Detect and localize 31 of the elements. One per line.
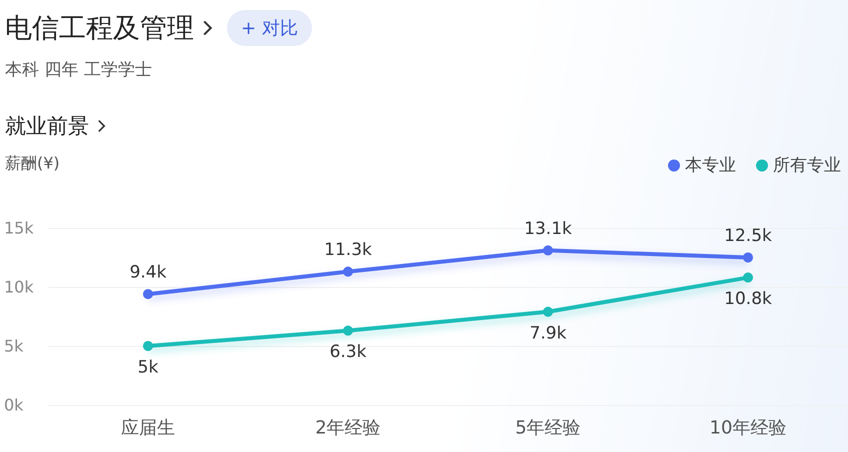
point (343, 266, 353, 277)
x-tick-label: 2年经验 (315, 418, 381, 438)
chart-title: 电信工程及管理 (5, 13, 194, 44)
chart-subtitle: 本科 四年 工学学士 (5, 59, 152, 81)
data-label: 9.4k (130, 262, 167, 283)
text: + 对比 (227, 10, 312, 46)
point (743, 272, 753, 283)
point (143, 289, 153, 300)
point (543, 245, 553, 256)
point (543, 306, 553, 317)
data-label: 11.3k (324, 240, 372, 260)
point (743, 252, 753, 262)
x-tick-label: 应届生 (121, 418, 175, 438)
text: 就业前景 (5, 113, 90, 140)
data-label: 6.3k (330, 342, 367, 362)
y-tick-label: 10k (4, 278, 34, 296)
legend-label: 所有专业 (773, 156, 841, 176)
point (343, 326, 353, 336)
point (143, 341, 153, 351)
data-label: 7.9k (530, 323, 567, 344)
data-label: 13.1k (524, 218, 572, 239)
legend-label: 本专业 (685, 156, 736, 176)
y-tick-label: 5k (4, 336, 24, 356)
y-axis-title: 薪酬(¥) (5, 154, 60, 172)
y-tick-label: 15k (4, 218, 34, 238)
data-label: 5k (138, 358, 158, 378)
x-tick-label: 10年经验 (710, 418, 786, 438)
data-label: 12.5k (724, 226, 772, 246)
x-tick-label: 5年经验 (515, 418, 581, 438)
data-label: 10.8k (724, 289, 772, 310)
y-tick-label: 0k (4, 396, 24, 414)
